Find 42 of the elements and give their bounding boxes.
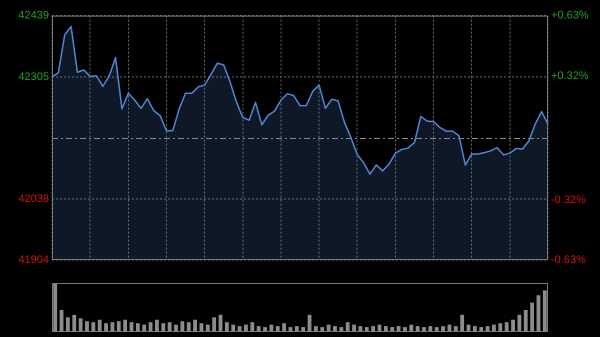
y-tick-label: 41904 [18,254,49,266]
y-tick-label: 42305 [18,70,49,83]
y-tick-label: 42038 [18,192,49,205]
bar [200,323,204,332]
y2-tick-label: +0.63% [551,10,589,22]
bar [180,321,184,332]
bar [378,324,382,332]
y2-tick-label: -0.63% [551,254,586,266]
bar [60,310,64,332]
bar [492,324,496,332]
y2-tick-label: +0.32% [551,70,589,82]
y2-tick-label: -0.32% [551,194,586,206]
bar [530,302,534,332]
bar [66,317,70,332]
bar [155,320,159,332]
bar [224,322,229,332]
bar [104,323,108,332]
bar [517,314,522,332]
bar [85,321,89,332]
bar [511,320,515,332]
bar [136,323,140,332]
bar [174,324,178,332]
bar [193,320,197,332]
bar [269,324,274,332]
bar [460,314,464,332]
bar [244,324,248,332]
bar [130,322,134,332]
bar [78,318,83,332]
bar [212,317,216,332]
bar [448,324,452,332]
bar [466,324,470,332]
bar [123,320,128,332]
y-tick-label: 42439 [18,10,49,22]
bar [110,322,114,332]
bar [352,324,356,332]
bar [536,295,540,332]
bar [218,314,222,332]
bar [326,324,331,332]
bar [282,323,286,332]
bar [168,322,172,332]
bar [148,322,152,332]
bar [308,314,312,332]
